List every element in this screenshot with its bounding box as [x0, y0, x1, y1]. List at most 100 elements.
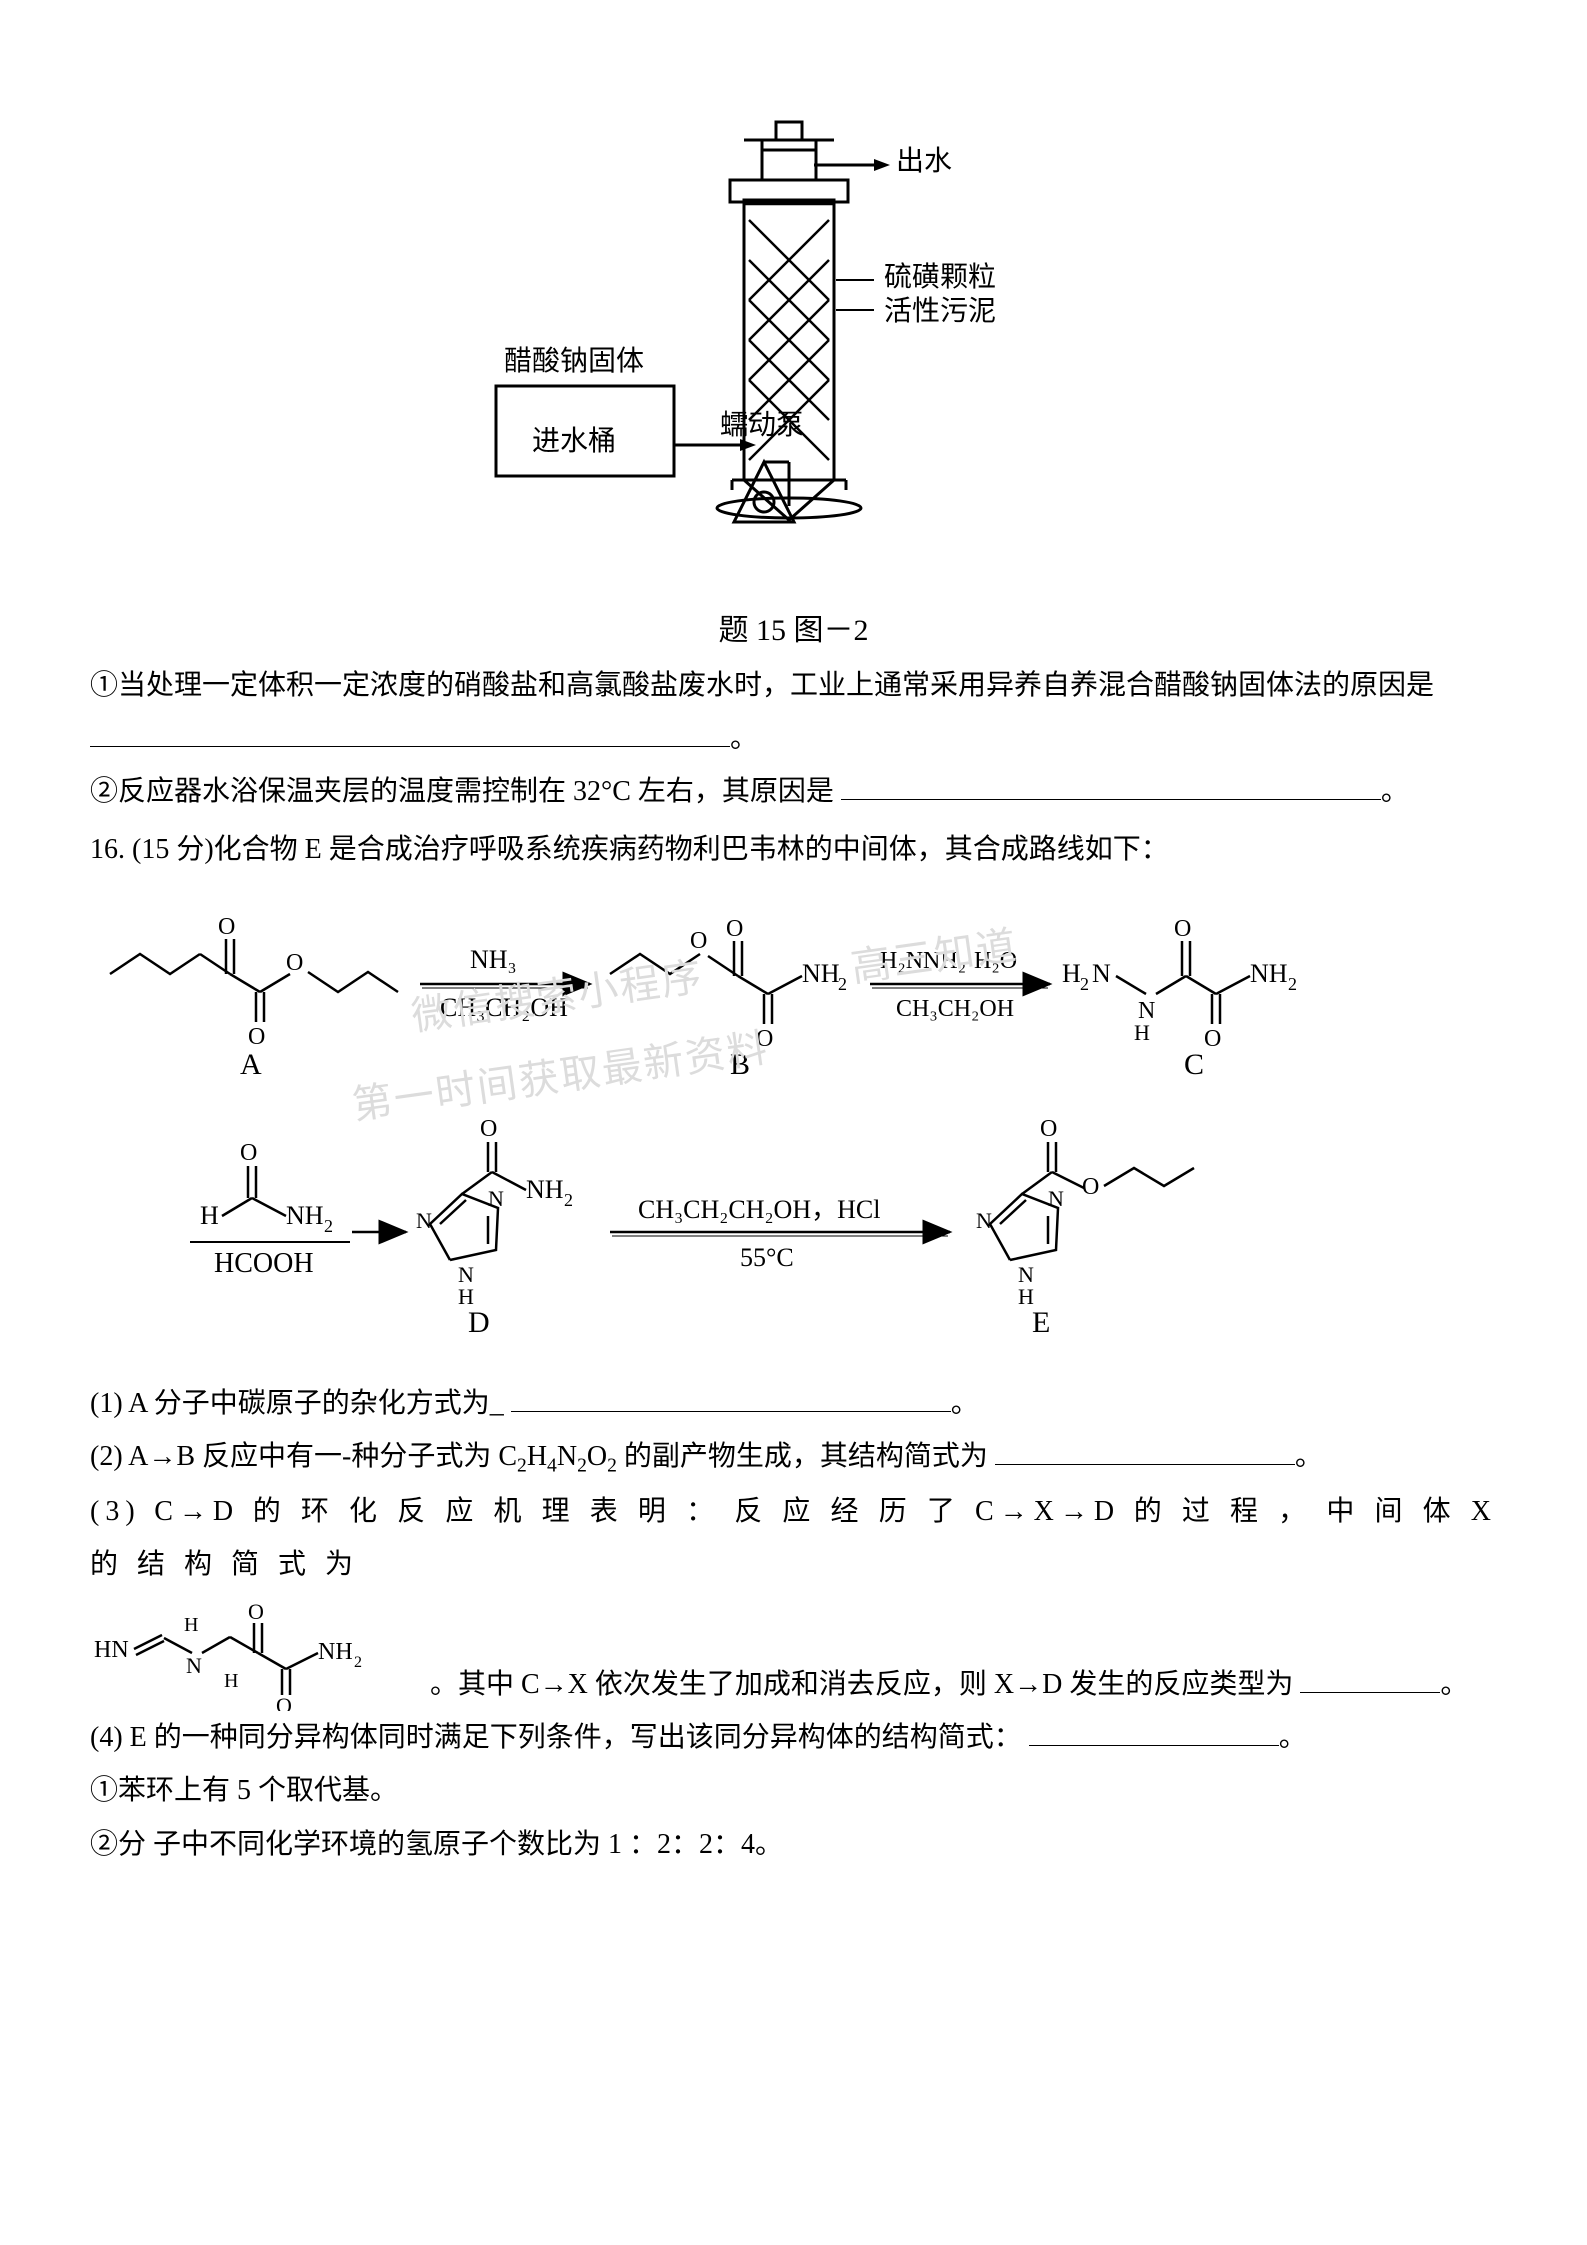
q16-3-after: 。其中 C→X 依次发生了加成和消去反应，则 X→D 发生的反应类型为 [430, 1669, 1293, 1700]
arrow2-top: H₂NNH₂·H₂O [880, 948, 1017, 974]
svg-text:NH: NH [318, 1639, 353, 1665]
arrow1-top: NH₃ [470, 945, 517, 974]
label-A: A [240, 1048, 262, 1081]
svg-text:H: H [1134, 1020, 1150, 1045]
page: 醋酸钠固体 进水桶 蠕动泵 出水 硫磺颗粒 活性污泥 题 15 图－2 ①当处理… [0, 0, 1587, 2245]
arrow4-bot: 55°C [740, 1243, 794, 1272]
svg-text:2: 2 [1288, 974, 1297, 994]
svg-text:N: N [1048, 1186, 1064, 1211]
q16-2-suffix: 的副产物生成，其结构简式为 [617, 1441, 988, 1472]
svg-text:H: H [184, 1614, 198, 1636]
q15-sub2-period: 。 [1381, 776, 1409, 807]
svg-text:O: O [1204, 1026, 1221, 1052]
q16-4-period: 。 [1279, 1722, 1307, 1753]
apparatus-svg: 醋酸钠固体 进水桶 蠕动泵 出水 硫磺颗粒 活性污泥 [444, 110, 1144, 590]
svg-text:O: O [286, 950, 303, 976]
svg-text:N: N [186, 1653, 202, 1678]
q15-sub2: ②反应器水浴保温夹层的温度需控制在 32°C 左右，其原因是 。 [90, 765, 1497, 818]
svg-text:H: H [200, 1201, 219, 1230]
q16-2-period: 。 [1295, 1441, 1323, 1472]
mol-X: HN H N H O O NH 2 [90, 1591, 430, 1711]
svg-text:N: N [416, 1208, 432, 1233]
svg-text:2: 2 [564, 1190, 573, 1210]
svg-text:NH: NH [286, 1201, 324, 1230]
label-C: C [1184, 1048, 1204, 1081]
pump-label: 蠕动泵 [720, 409, 804, 441]
mol-E: N N N H O O [976, 1116, 1194, 1309]
label-D: D [468, 1306, 490, 1339]
q15-sub2-blank [841, 769, 1381, 801]
svg-text:N: N [1092, 959, 1111, 988]
q16-4-cond2: ②分 子中不同化学环境的氢原子个数比为 1 ：2：2：4。 [90, 1818, 1497, 1871]
arrow1-bot: CH₃CH₂OH [440, 993, 568, 1022]
q15-sub1-text: ①当处理一定体积一定浓度的硝酸盐和高氯酸盐废水时，工业上通常采用异养自养混合醋酸… [90, 670, 1434, 701]
formamide: H O NH 2 [200, 1140, 333, 1236]
q16-3-line2: 。其中 C→X 依次发生了加成和消去反应，则 X→D 发生的反应类型为 。 [430, 1658, 1497, 1711]
svg-text:O: O [690, 928, 707, 954]
reaction-scheme: 微信搜索小程序 高三知道 第一时间获取最新资料 O [90, 884, 1497, 1369]
svg-text:H: H [1062, 959, 1081, 988]
svg-text:O: O [1040, 1116, 1057, 1142]
q16-2-formula: C2H4N2O2 [498, 1441, 617, 1472]
svg-text:NH: NH [1250, 959, 1288, 988]
svg-text:2: 2 [838, 974, 847, 994]
svg-text:H: H [224, 1670, 238, 1692]
svg-text:HN: HN [94, 1637, 129, 1663]
mol-A: O O O [110, 914, 398, 1050]
arrow4-top: CH₃CH₂CH₂OH，HCl [638, 1195, 880, 1224]
q16-1-period: 。 [951, 1388, 979, 1419]
svg-text:N: N [976, 1208, 992, 1233]
bucket-label: 进水桶 [532, 425, 616, 457]
svg-text:O: O [218, 914, 235, 940]
svg-text:2: 2 [324, 1216, 333, 1236]
q15-sub1: ①当处理一定体积一定浓度的硝酸盐和高氯酸盐废水时，工业上通常采用异养自养混合醋酸… [90, 659, 1497, 712]
q15-sub2-text: ②反应器水浴保温夹层的温度需控制在 32°C 左右，其原因是 [90, 776, 834, 807]
q15-sub1-blank [90, 715, 730, 747]
q16-intro: 16. (15 分)化合物 E 是合成治疗呼吸系统疾病药物利巴韦林的中间体，其合… [90, 823, 1497, 876]
svg-text:2: 2 [354, 1654, 362, 1671]
mol-D: N N N H O NH 2 [416, 1116, 573, 1309]
q16-1: (1) A 分子中碳原子的杂化方式为_ 。 [90, 1377, 1497, 1430]
svg-text:O: O [1174, 916, 1191, 942]
svg-text:O: O [1082, 1174, 1099, 1200]
svg-text:N: N [488, 1186, 504, 1211]
arrow2-bot: CH₃CH₂OH [896, 996, 1014, 1022]
label-E: E [1032, 1306, 1050, 1339]
q16-3-period: 。 [1440, 1669, 1468, 1700]
svg-text:O: O [480, 1116, 497, 1142]
q15-sub1-period: 。 [730, 723, 758, 754]
q16-4-cond1: ①苯环上有 5 个取代基。 [90, 1764, 1497, 1817]
svg-text:O: O [726, 916, 743, 942]
q16-3-structure-row: HN H N H O O NH 2 [90, 1591, 1497, 1711]
q16-4-text: (4) E 的一种同分异构体同时满足下列条件，写出该同分异构体的结构简式： [90, 1722, 1022, 1753]
q16-1-blank [511, 1380, 951, 1412]
hcooh-label: HCOOH [214, 1248, 314, 1279]
label-B: B [730, 1048, 750, 1081]
svg-text:2: 2 [1080, 974, 1089, 994]
mol-C: H 2 N N H O O NH 2 [1062, 916, 1297, 1052]
acetate-label: 醋酸钠固体 [504, 345, 644, 377]
svg-text:NH: NH [526, 1175, 564, 1204]
q16-4-line1: (4) E 的一种同分异构体同时满足下列条件，写出该同分异构体的结构简式： 。 [90, 1711, 1497, 1764]
outlet-label: 出水 [896, 145, 952, 177]
svg-text:O: O [248, 1599, 264, 1624]
svg-text:NH: NH [802, 959, 840, 988]
q16-2: (2) A→B 反应中有一-种分子式为 C2H4N2O2 的副产物生成，其结构简… [90, 1430, 1497, 1485]
q16-4-blank [1029, 1714, 1279, 1746]
svg-text:O: O [276, 1693, 292, 1711]
q16-2-prefix: (2) A→B 反应中有一-种分子式为 [90, 1441, 498, 1472]
svg-text:O: O [756, 1026, 773, 1052]
q16-1-text: (1) A 分子中碳原子的杂化方式为_ [90, 1388, 504, 1419]
svg-text:O: O [248, 1024, 265, 1050]
figure-15-caption: 题 15 图－2 [90, 605, 1497, 649]
svg-text:O: O [240, 1140, 257, 1166]
q16-3-blank [1300, 1661, 1440, 1693]
q16-3-line1: (3) C→D 的 环 化 反 应 机 理 表 明 ： 反 应 经 历 了 C→… [90, 1485, 1497, 1591]
scheme-svg: O O O A NH₃ CH₃CH₂OH O [90, 884, 1490, 1364]
q16-2-blank [995, 1433, 1295, 1465]
granules-label: 硫磺颗粒 [884, 261, 996, 293]
sludge-label: 活性污泥 [884, 295, 996, 327]
mol-B: O O O NH 2 [610, 916, 847, 1052]
figure-15-2: 醋酸钠固体 进水桶 蠕动泵 出水 硫磺颗粒 活性污泥 题 15 图－2 [90, 110, 1497, 649]
q15-sub1-blank-line: 。 [90, 712, 1497, 765]
